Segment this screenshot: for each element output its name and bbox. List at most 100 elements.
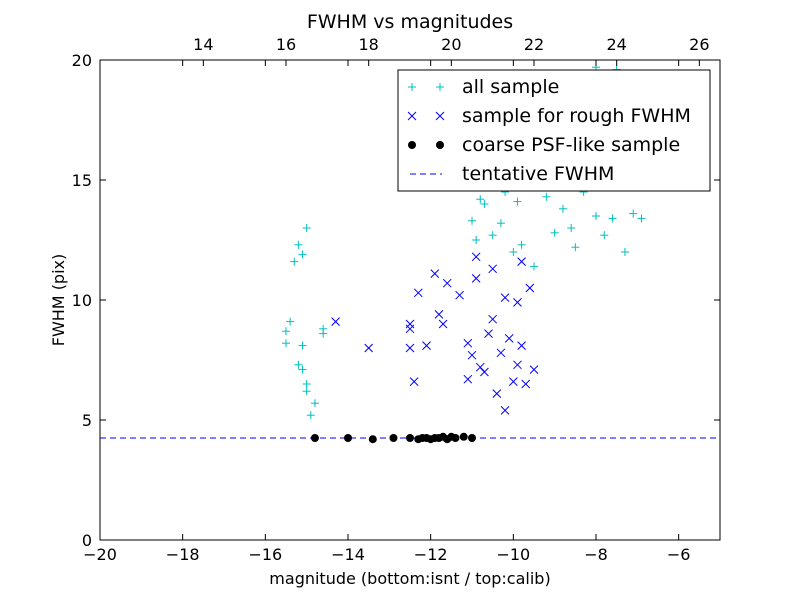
y-tick-label: 20 (72, 51, 92, 70)
data-point (542, 192, 551, 201)
data-point (294, 360, 303, 369)
x-tick-label: −18 (166, 545, 200, 564)
data-point (530, 262, 538, 271)
data-point (463, 338, 473, 348)
top-x-tick-label: 18 (358, 35, 378, 54)
data-point (508, 377, 518, 386)
data-point (468, 434, 476, 442)
legend-item: coarse PSF-like sample (408, 134, 680, 156)
data-point (405, 324, 415, 334)
data-point (298, 250, 307, 259)
data-point (344, 434, 352, 442)
data-point (302, 387, 311, 396)
top-x-tick-label: 24 (606, 35, 626, 54)
data-point (451, 434, 460, 442)
data-point (286, 317, 295, 326)
data-point (496, 348, 506, 358)
data-point (517, 341, 526, 350)
y-tick-label: 10 (72, 291, 92, 310)
x-axis-label: magnitude (bottom:isnt / top:calib) (269, 569, 550, 588)
data-point (471, 252, 481, 262)
top-x-tick-label: 16 (276, 35, 296, 54)
data-point (517, 257, 526, 266)
x-tick-label: −20 (83, 545, 117, 564)
data-point (319, 329, 328, 338)
data-point (500, 293, 510, 302)
data-point (500, 406, 510, 415)
legend-label: coarse PSF-like sample (462, 134, 680, 156)
data-point (282, 327, 290, 336)
data-point (492, 389, 502, 398)
data-point (608, 214, 617, 223)
data-point (513, 298, 522, 307)
series-coarse-psf-like-sample (310, 432, 476, 444)
legend-marker (435, 111, 445, 121)
data-point (513, 197, 522, 206)
data-point (629, 209, 638, 218)
data-point (455, 290, 464, 300)
data-point (442, 278, 452, 288)
data-point (331, 317, 340, 326)
x-tick-label: −16 (248, 545, 282, 564)
data-point (463, 374, 473, 384)
y-axis-label: FWHM (pix) (49, 254, 68, 347)
data-point (430, 269, 440, 278)
data-point (310, 434, 319, 442)
data-point (488, 231, 497, 240)
x-tick-label: −6 (667, 545, 691, 564)
data-point (496, 219, 505, 228)
data-point (567, 224, 576, 232)
data-point (637, 214, 646, 223)
data-point (521, 379, 531, 389)
data-point (422, 341, 431, 350)
y-tick-label: 5 (82, 411, 92, 430)
data-point (310, 399, 319, 408)
data-point (488, 314, 498, 324)
top-x-tick-label: 26 (689, 35, 709, 54)
data-point (484, 329, 493, 338)
data-point (480, 367, 489, 377)
data-point (368, 435, 377, 444)
x-tick-label: −10 (496, 545, 530, 564)
data-point (364, 343, 374, 353)
data-point (302, 224, 311, 232)
data-point (476, 195, 485, 204)
data-point (282, 339, 290, 348)
data-point (302, 380, 311, 388)
legend-label: all sample (462, 76, 559, 98)
data-point (550, 228, 559, 237)
data-point (592, 212, 600, 220)
x-tick-label: −12 (414, 545, 448, 564)
data-point (517, 240, 526, 249)
x-tick-label: −8 (584, 545, 608, 564)
legend-marker (408, 83, 416, 91)
legend-label: tentative FWHM (462, 163, 614, 185)
data-point (525, 283, 535, 293)
legend-marker (436, 83, 444, 91)
data-point (488, 264, 498, 274)
data-point (459, 432, 468, 441)
data-point (434, 310, 444, 319)
legend-label: sample for rough FWHM (462, 105, 691, 127)
data-point (471, 274, 481, 283)
data-point (558, 204, 567, 213)
data-point (290, 257, 299, 266)
data-point (467, 350, 477, 360)
data-point (406, 434, 414, 442)
data-point (480, 200, 489, 208)
data-point (306, 411, 315, 420)
legend-marker (407, 111, 417, 121)
legend-item: all sample (408, 76, 559, 98)
data-point (504, 334, 514, 343)
data-point (294, 240, 303, 249)
data-point (468, 216, 476, 225)
legend-marker (408, 141, 416, 149)
data-point (571, 243, 580, 252)
data-point (513, 360, 522, 370)
data-point (413, 288, 423, 298)
top-x-tick-label: 22 (524, 35, 544, 54)
x-tick-label: −14 (331, 545, 365, 564)
data-point (529, 365, 539, 374)
data-point (509, 248, 518, 256)
data-point (389, 434, 398, 442)
